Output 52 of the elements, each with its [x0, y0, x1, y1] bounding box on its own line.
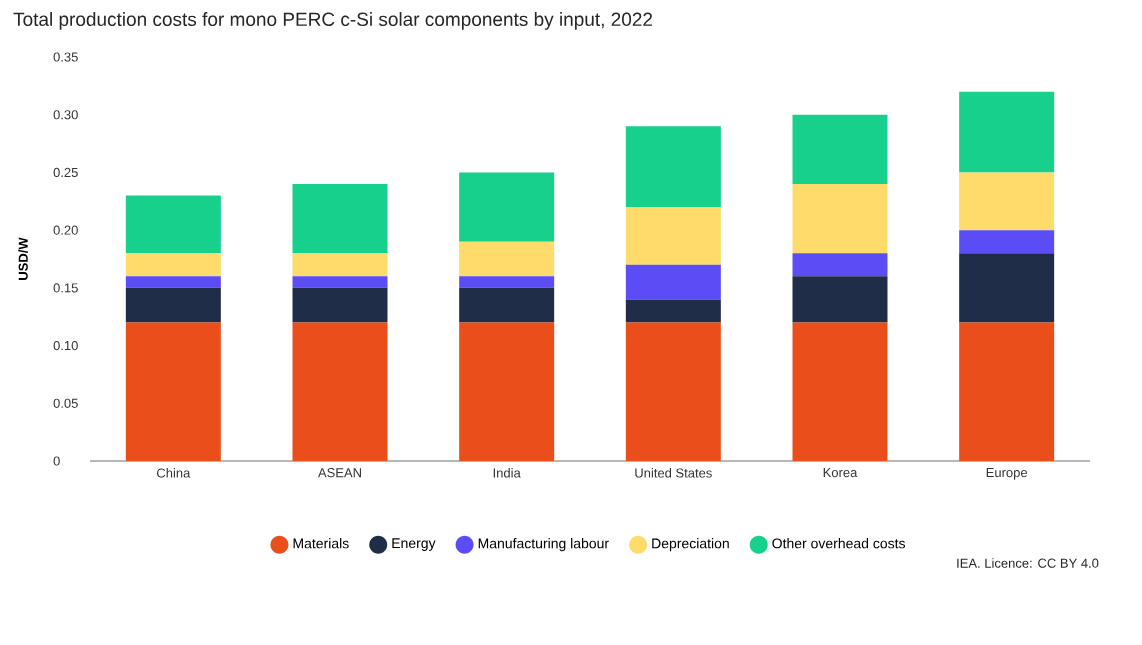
bar: [125, 195, 221, 254]
bar: [625, 126, 721, 208]
y-tick-label: 0.10: [53, 340, 78, 351]
x-tick-label: India: [493, 468, 521, 478]
bar: [292, 276, 388, 288]
bar: [459, 322, 555, 461]
bar: [792, 183, 888, 254]
bar: [459, 241, 555, 277]
y-tick-label: 0.20: [53, 225, 78, 235]
bar: [459, 276, 555, 288]
bar: [125, 322, 221, 461]
y-axis-title: USD/W: [18, 237, 28, 280]
bar: [292, 253, 388, 277]
text: IEA. Licence: CC BY 4.0: [957, 558, 1099, 568]
bar: [625, 207, 721, 265]
bar: [625, 264, 721, 300]
legend-label: Energy: [392, 538, 436, 551]
legend-label: Manufacturing labour: [478, 538, 609, 552]
y-tick-label: 0.35: [53, 52, 78, 62]
y-tick-label: 0.05: [53, 398, 78, 408]
bar: [125, 287, 221, 323]
x-tick-label: United States: [635, 468, 712, 478]
bar: [792, 253, 888, 277]
legend-label: Other overhead costs: [772, 538, 906, 549]
bar: [292, 183, 388, 254]
bar: [959, 230, 1055, 254]
bar: [125, 276, 221, 288]
chart-title: Total production costs for mono PERC c-Si solar components by input, 2022: [13, 12, 653, 30]
bar: [292, 322, 388, 461]
bar: [125, 253, 221, 277]
legend-label: Materials: [293, 538, 349, 549]
bar: [459, 172, 555, 242]
bar: [792, 114, 888, 184]
x-tick-label: Korea: [823, 468, 858, 478]
bar: [792, 276, 888, 323]
bar: [959, 322, 1055, 461]
y-tick-label: 0.30: [53, 110, 78, 120]
x-tick-label: China: [157, 468, 191, 478]
y-tick-label: 0.15: [53, 283, 78, 293]
y-tick-label: 0.25: [53, 167, 78, 178]
bar: [959, 172, 1055, 231]
x-tick-label: ASEAN: [318, 468, 361, 478]
bar: [792, 322, 888, 461]
bar: [959, 253, 1055, 323]
bar: [625, 322, 721, 461]
x-tick-label: Europe: [986, 468, 1028, 480]
bar: [292, 287, 388, 323]
legend-label: Depreciation: [652, 538, 729, 552]
bar: [459, 287, 555, 323]
bar: [625, 299, 721, 323]
y-tick-label: 0: [53, 456, 60, 466]
bar: [959, 91, 1055, 173]
